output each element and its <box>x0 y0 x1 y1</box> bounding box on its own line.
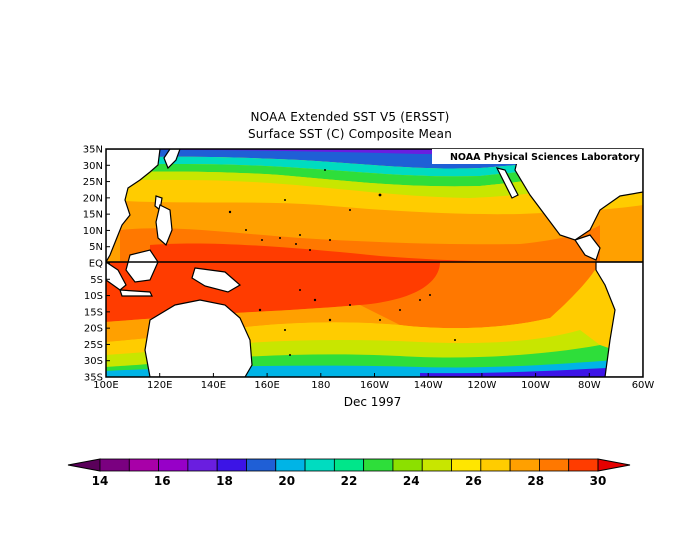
lat-label: 30N <box>83 161 103 172</box>
lon-label: 120E <box>147 380 172 391</box>
lon-label: 160W <box>360 380 389 391</box>
colorbar-swatch <box>128 458 159 472</box>
lon-label: 60W <box>632 380 655 391</box>
lat-label: 25S <box>84 340 103 351</box>
colorbar <box>67 458 631 472</box>
lon-label: 140W <box>414 380 443 391</box>
lat-label: 20N <box>83 193 103 204</box>
colorbar-label: 22 <box>341 474 358 488</box>
colorbar-high-arrow <box>597 458 631 472</box>
colorbar-swatch <box>304 458 335 472</box>
lon-label: 180 <box>311 380 330 391</box>
colorbar-swatch <box>99 458 130 472</box>
colorbar-swatch <box>480 458 511 472</box>
colorbar-label: 26 <box>465 474 482 488</box>
pacific-islands <box>228 169 456 356</box>
longitude-labels: 100E 120E 140E 160E 180 160W 140W 120W 100W 80W 60… <box>93 373 654 391</box>
lat-label: 25N <box>83 177 103 188</box>
lat-label: 30S <box>84 356 103 367</box>
lon-label: 100E <box>93 380 118 391</box>
colorbar-label: 30 <box>590 474 607 488</box>
colorbar-swatch <box>568 458 599 472</box>
colorbar-swatch <box>158 458 189 472</box>
lon-label: 160E <box>254 380 279 391</box>
colorbar-swatch <box>216 458 247 472</box>
colorbar-swatch <box>509 458 540 472</box>
colorbar-swatch <box>187 458 218 472</box>
sst-field <box>106 149 643 377</box>
colorbar-label: 24 <box>403 474 420 488</box>
colorbar-label: 16 <box>154 474 171 488</box>
colorbar-label: 28 <box>527 474 544 488</box>
lat-label: 20S <box>84 324 103 335</box>
colorbar-swatch <box>539 458 570 472</box>
colorbar-swatch <box>363 458 394 472</box>
colorbar-label: 20 <box>278 474 295 488</box>
lat-label: 5N <box>89 242 103 253</box>
lon-label: 140E <box>201 380 226 391</box>
date-label: Dec 1997 <box>343 395 402 409</box>
lat-label: 5S <box>90 275 103 286</box>
lat-label: 15S <box>84 307 103 318</box>
colorbar-swatch <box>451 458 482 472</box>
title-line-2: Surface SST (C) Composite Mean <box>247 127 453 141</box>
colorbar-swatch <box>421 458 452 472</box>
credit-text: NOAA Physical Sciences Laboratory <box>450 152 641 163</box>
title-line-1: NOAA Extended SST V5 (ERSST) <box>250 110 450 124</box>
credit-box <box>432 149 642 164</box>
lon-label: 100W <box>521 380 550 391</box>
lat-label: 15N <box>83 210 103 221</box>
colorbar-swatch <box>392 458 423 472</box>
colorbar-swatch <box>333 458 365 472</box>
lat-label: 35N <box>83 145 103 156</box>
latitude-labels: 35N 30N 25N 20N 15N 10N 5N EQ 5S 10S 15S 20S 25S 30S 3… <box>83 145 110 384</box>
colorbar-label: 18 <box>216 474 233 488</box>
lat-label: EQ <box>89 259 103 270</box>
lon-label: 120W <box>467 380 496 391</box>
lat-label: 35S <box>84 373 103 384</box>
colorbar-swatch <box>246 458 277 472</box>
lon-label: 80W <box>578 380 601 391</box>
lat-label: 10N <box>83 226 103 237</box>
colorbar-low-arrow <box>67 458 101 472</box>
colorbar-swatch <box>275 458 306 472</box>
colorbar-labels: 14 16 18 20 22 24 26 28 30 <box>92 474 607 488</box>
lat-label: 10S <box>84 291 103 302</box>
colorbar-label: 14 <box>92 474 109 488</box>
land-masses <box>106 149 643 377</box>
